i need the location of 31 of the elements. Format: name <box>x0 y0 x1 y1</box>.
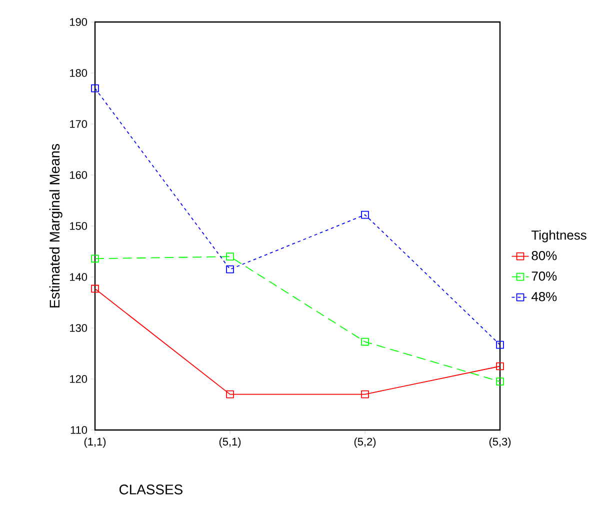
point <box>496 340 504 349</box>
point <box>91 254 99 263</box>
point <box>361 390 369 398</box>
y-tick-label: 190 <box>70 18 88 26</box>
y-tick-label: 170 <box>70 120 88 128</box>
y-tick-label: 150 <box>70 222 88 230</box>
y-tick-label: 130 <box>70 324 88 332</box>
y-axis-title: Estimated Marginal Means <box>49 144 62 308</box>
x-tick-label: (5,3) <box>489 438 511 448</box>
y-tick-label: 110 <box>70 426 88 434</box>
y-tick-label: 120 <box>70 375 88 383</box>
point <box>361 210 369 219</box>
point <box>91 284 99 293</box>
point <box>226 265 234 274</box>
point <box>496 378 504 386</box>
x-tick-label: (1,1) <box>84 438 106 448</box>
legend-title: Tightness <box>531 230 586 242</box>
x-tick-label: (5,2) <box>354 438 376 448</box>
y-tick-label: 140 <box>70 273 88 281</box>
x-tick-label: (5,1) <box>219 438 241 448</box>
point <box>226 390 234 398</box>
legend-label: 70% <box>532 272 557 281</box>
point <box>91 84 99 92</box>
point <box>226 252 234 261</box>
legend-label: 48% <box>531 292 557 302</box>
x-axis-title: CLASSES <box>119 484 182 494</box>
y-tick-label: 160 <box>70 171 88 179</box>
legend-label: 80% <box>532 251 557 260</box>
point <box>496 362 504 370</box>
y-tick-label: 180 <box>70 69 88 77</box>
point <box>361 338 369 346</box>
